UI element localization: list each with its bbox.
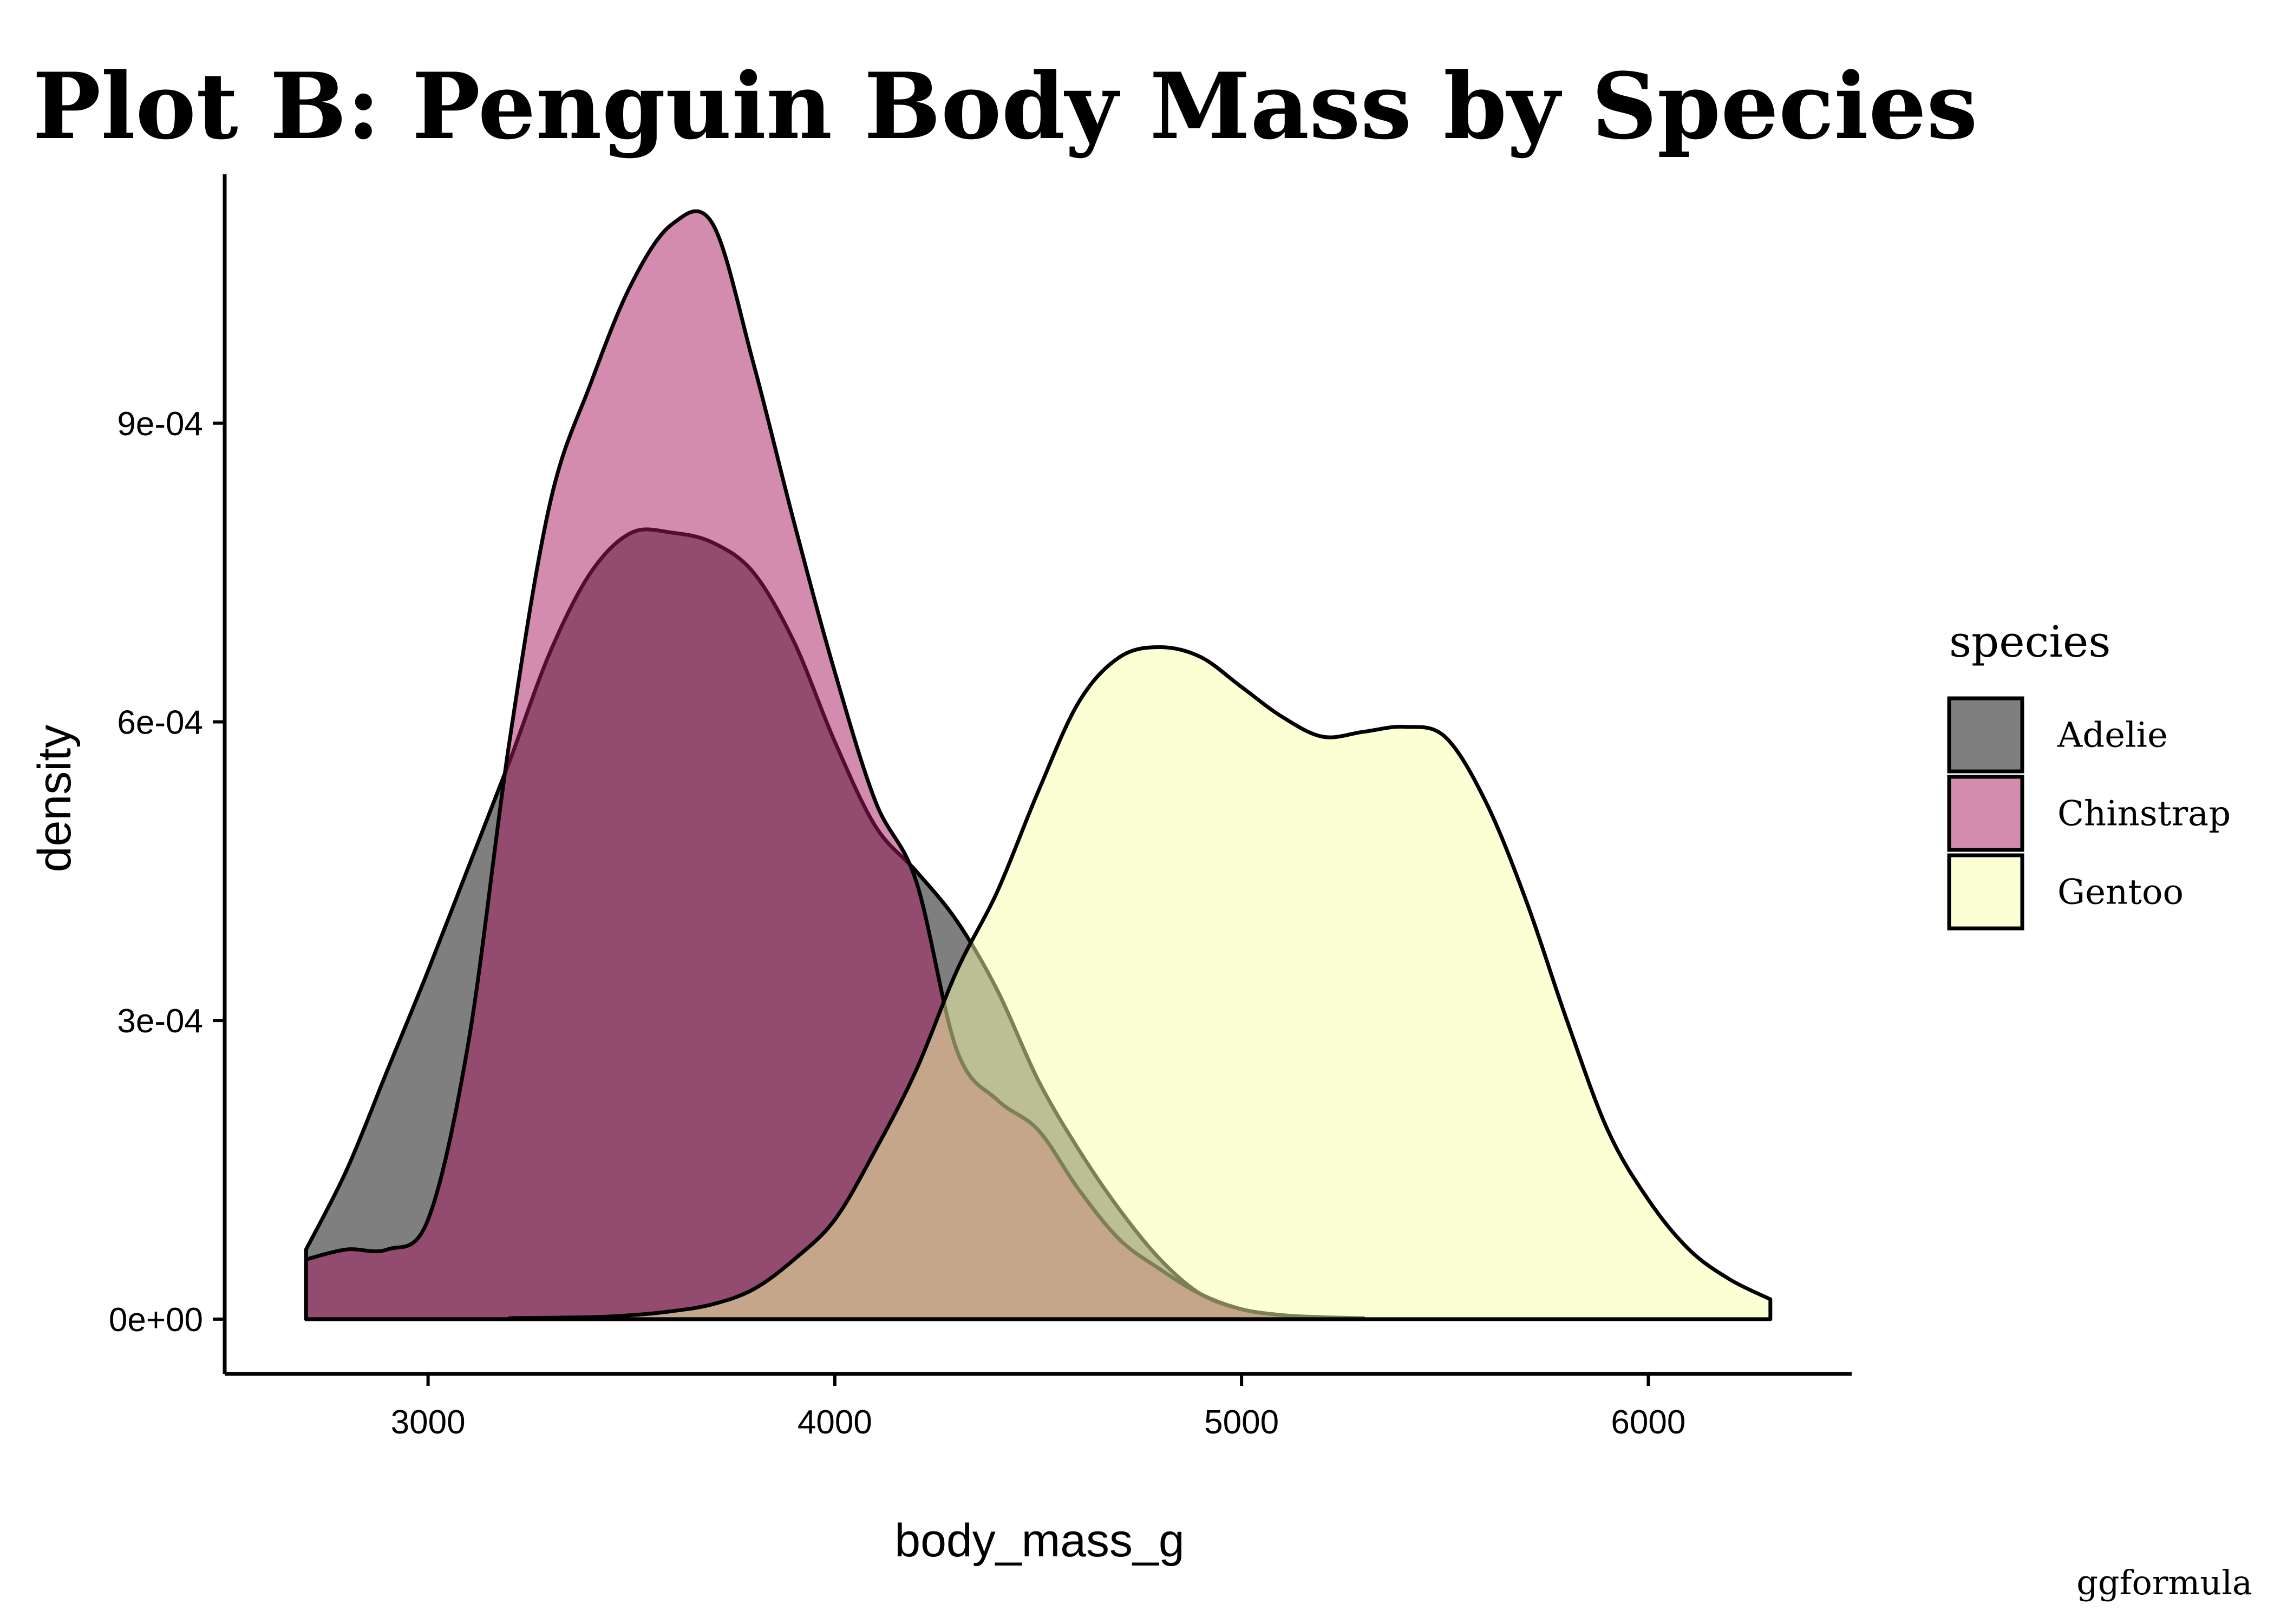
legend-items: Adelie Chinstrap Gentoo	[1947, 696, 2231, 931]
x-tick-label: 3000	[391, 1404, 466, 1441]
x-tick-label: 4000	[798, 1404, 872, 1441]
y-tick-label: 3e-04	[117, 1003, 203, 1040]
density-area-gentoo	[507, 645, 1773, 1321]
x-axis-label: body_mass_g	[894, 1515, 1184, 1567]
y-tick-label: 6e-04	[117, 704, 203, 741]
x-tick-label: 5000	[1204, 1404, 1279, 1441]
caption: ggformula	[2076, 1563, 2252, 1602]
legend-title: species	[1949, 617, 2110, 667]
x-tick-label: 6000	[1611, 1404, 1685, 1441]
legend-key-chinstrap	[1947, 775, 2024, 852]
legend: species Adelie Chinstrap Gentoo	[1947, 617, 2231, 931]
legend-label-chinstrap: Chinstrap	[2057, 794, 2231, 834]
y-tick-label: 9e-04	[117, 405, 203, 443]
legend-label-gentoo: Gentoo	[2057, 873, 2184, 913]
legend-key-gentoo	[1947, 853, 2024, 931]
y-tick-label: 0e+00	[109, 1301, 203, 1339]
legend-key-adelie	[1947, 696, 2024, 774]
axis-ticks: 3000 4000 5000 6000 0e+00 3e-04 6e-04 9e-04	[109, 405, 1685, 1441]
y-axis-label: density	[29, 725, 81, 873]
density-areas	[304, 209, 1773, 1321]
legend-label-adelie: Adelie	[2057, 716, 2168, 756]
chart-title: Plot B: Penguin Body Mass by Species	[32, 53, 1978, 160]
